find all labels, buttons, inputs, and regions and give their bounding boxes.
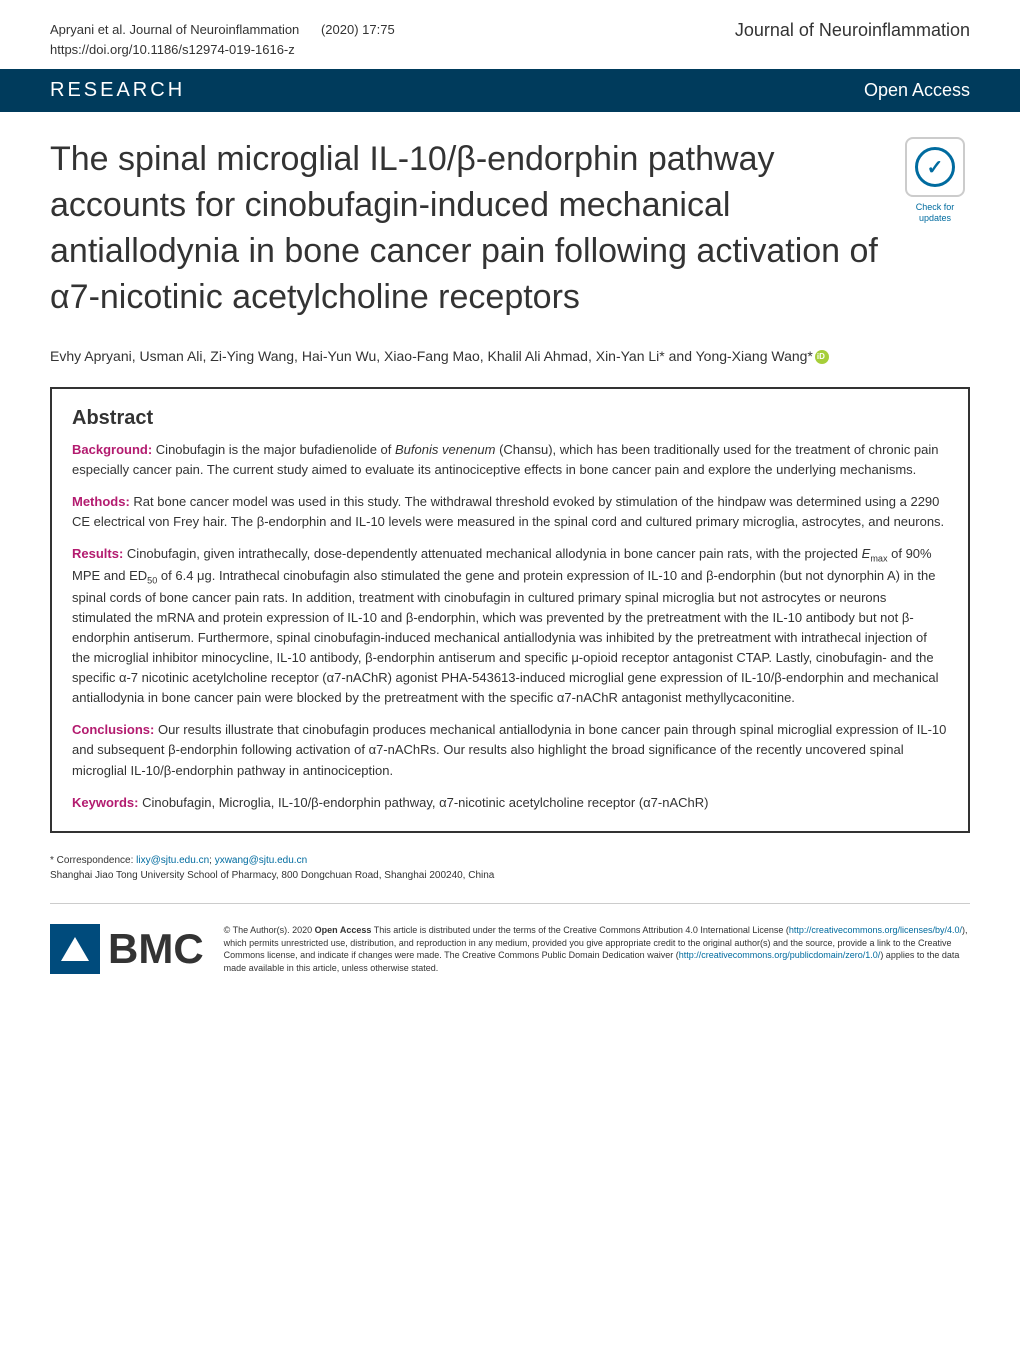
bmc-logo-icon	[50, 924, 100, 974]
bmc-triangle-icon	[61, 937, 89, 961]
check-updates-badge[interactable]: ✓ Check for updates	[900, 137, 970, 224]
abstract-heading: Abstract	[72, 407, 948, 430]
license-link-2[interactable]: http://creativecommons.org/publicdomain/…	[679, 950, 881, 960]
citation-authors: Apryani et al. Journal of Neuroinflammat…	[50, 22, 299, 37]
bmc-text: BMC	[108, 925, 204, 973]
bmc-logo: BMC	[50, 924, 204, 974]
background-text: Cinobufagin is the major bufadienolide o…	[72, 442, 938, 477]
conclusions-text: Our results illustrate that cinobufagin …	[72, 722, 946, 777]
correspondence-affiliation: Shanghai Jiao Tong University School of …	[50, 870, 494, 881]
crossmark-circle: ✓	[915, 147, 955, 187]
conclusions-label: Conclusions:	[72, 722, 154, 737]
abstract-results: Results: Cinobufagin, given intrathecall…	[72, 544, 948, 708]
access-label: Open Access	[864, 80, 970, 101]
results-text: Cinobufagin, given intrathecally, dose-d…	[72, 546, 939, 705]
orcid-icon[interactable]	[815, 350, 829, 364]
header: Apryani et al. Journal of Neuroinflammat…	[0, 0, 1020, 69]
abstract-conclusions: Conclusions: Our results illustrate that…	[72, 720, 948, 780]
title-section: The spinal microglial IL-10/β-endorphin …	[0, 112, 1020, 341]
crossmark-icon: ✓	[905, 137, 965, 197]
section-label: RESEARCH	[50, 79, 185, 102]
authors-text: Evhy Apryani, Usman Ali, Zi-Ying Wang, H…	[50, 348, 813, 364]
keywords-label: Keywords:	[72, 795, 138, 810]
citation-issue: (2020) 17:75	[321, 22, 395, 37]
keywords-text: Cinobufagin, Microglia, IL-10/β-endorphi…	[142, 795, 708, 810]
license-link-1[interactable]: http://creativecommons.org/licenses/by/4…	[789, 925, 962, 935]
results-label: Results:	[72, 546, 123, 561]
authors-list: Evhy Apryani, Usman Ali, Zi-Ying Wang, H…	[0, 341, 1020, 387]
correspondence-label: * Correspondence:	[50, 855, 133, 866]
abstract-background: Background: Cinobufagin is the major buf…	[72, 440, 948, 480]
article-title: The spinal microglial IL-10/β-endorphin …	[50, 137, 970, 321]
methods-text: Rat bone cancer model was used in this s…	[72, 494, 944, 529]
journal-name: Journal of Neuroinflammation	[735, 20, 970, 41]
methods-label: Methods:	[72, 494, 130, 509]
abstract-methods: Methods: Rat bone cancer model was used …	[72, 492, 948, 532]
correspondence-block: * Correspondence: lixy@sjtu.edu.cn; yxwa…	[0, 853, 1020, 883]
abstract-keywords: Keywords: Cinobufagin, Microglia, IL-10/…	[72, 793, 948, 813]
license-text: © The Author(s). 2020 Open Access This a…	[224, 924, 970, 974]
correspondence-email-1[interactable]: lixy@sjtu.edu.cn	[136, 855, 209, 866]
abstract-box: Abstract Background: Cinobufagin is the …	[50, 387, 970, 833]
background-label: Background:	[72, 442, 152, 457]
footer: BMC © The Author(s). 2020 Open Access Th…	[50, 903, 970, 994]
citation-block: Apryani et al. Journal of Neuroinflammat…	[50, 20, 395, 59]
doi-text: https://doi.org/10.1186/s12974-019-1616-…	[50, 42, 295, 57]
section-banner: RESEARCH Open Access	[0, 69, 1020, 112]
correspondence-email-2[interactable]: yxwang@sjtu.edu.cn	[215, 855, 307, 866]
check-updates-label: Check for updates	[900, 202, 970, 224]
